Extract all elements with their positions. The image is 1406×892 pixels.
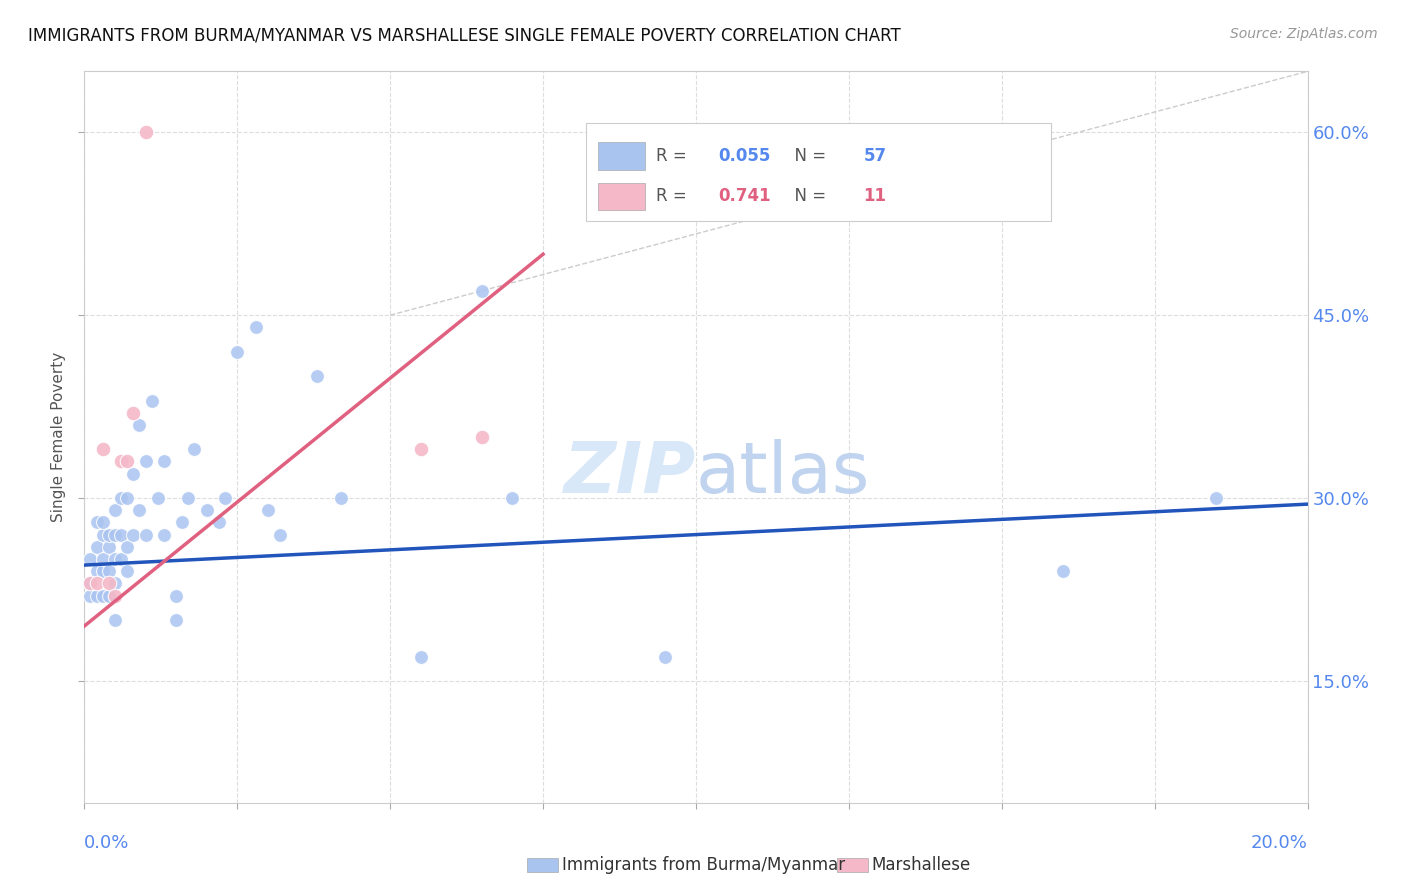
Point: [91, 442, 114, 457]
Point: [86, 516, 108, 530]
Point: [183, 442, 205, 457]
Point: [654, 649, 676, 664]
Point: [165, 589, 187, 603]
Text: 0.741: 0.741: [718, 187, 770, 205]
Point: [128, 417, 150, 432]
Point: [115, 564, 138, 578]
Bar: [598, 183, 644, 211]
Text: IMMIGRANTS FROM BURMA/MYANMAR VS MARSHALLESE SINGLE FEMALE POVERTY CORRELATION C: IMMIGRANTS FROM BURMA/MYANMAR VS MARSHAL…: [28, 27, 901, 45]
Point: [86, 564, 108, 578]
Point: [104, 503, 127, 517]
Point: [1205, 491, 1227, 505]
Bar: [598, 143, 644, 170]
Point: [245, 320, 267, 334]
Point: [153, 527, 176, 541]
Point: [208, 516, 231, 530]
Point: [97, 527, 120, 541]
Point: [91, 589, 114, 603]
Text: atlas: atlas: [696, 439, 870, 508]
Point: [86, 540, 108, 554]
Point: [471, 430, 494, 444]
Point: [110, 527, 132, 541]
Point: [91, 527, 114, 541]
Text: N =: N =: [785, 187, 831, 205]
Point: [195, 503, 218, 517]
Point: [91, 564, 114, 578]
Point: [104, 576, 127, 591]
Point: [79, 576, 101, 591]
Point: [86, 589, 108, 603]
Text: ZIP: ZIP: [564, 439, 696, 508]
Point: [104, 527, 127, 541]
Point: [79, 576, 101, 591]
Point: [1052, 564, 1074, 578]
Point: [177, 491, 200, 505]
Point: [110, 454, 132, 468]
Point: [97, 589, 120, 603]
Point: [172, 516, 194, 530]
Point: [305, 369, 328, 384]
Point: [91, 516, 114, 530]
Point: [269, 527, 291, 541]
Text: 57: 57: [863, 147, 887, 165]
Text: 0.0%: 0.0%: [84, 834, 129, 852]
Point: [110, 491, 132, 505]
Point: [115, 540, 138, 554]
Point: [104, 552, 127, 566]
Point: [226, 344, 249, 359]
Point: [135, 454, 157, 468]
Point: [79, 552, 101, 566]
FancyBboxPatch shape: [586, 122, 1050, 221]
Point: [86, 576, 108, 591]
Point: [146, 491, 169, 505]
Point: [409, 649, 432, 664]
Point: [79, 589, 101, 603]
Point: [97, 540, 120, 554]
Point: [135, 125, 157, 139]
Point: [104, 613, 127, 627]
Point: [104, 589, 127, 603]
Point: [471, 284, 494, 298]
Point: [91, 552, 114, 566]
Text: 11: 11: [863, 187, 887, 205]
Point: [97, 564, 120, 578]
Point: [135, 527, 157, 541]
Point: [141, 393, 163, 408]
Text: 20.0%: 20.0%: [1251, 834, 1308, 852]
Text: 0.055: 0.055: [718, 147, 770, 165]
Point: [165, 613, 187, 627]
Point: [502, 491, 524, 505]
Text: Immigrants from Burma/Myanmar: Immigrants from Burma/Myanmar: [562, 856, 845, 874]
Point: [128, 503, 150, 517]
Point: [214, 491, 236, 505]
Point: [257, 503, 280, 517]
Text: N =: N =: [785, 147, 831, 165]
Point: [122, 527, 145, 541]
Point: [115, 491, 138, 505]
Point: [330, 491, 353, 505]
Point: [409, 442, 432, 457]
Point: [122, 406, 145, 420]
Point: [110, 552, 132, 566]
Point: [97, 576, 120, 591]
Point: [153, 454, 176, 468]
Y-axis label: Single Female Poverty: Single Female Poverty: [51, 352, 66, 522]
Text: Source: ZipAtlas.com: Source: ZipAtlas.com: [1230, 27, 1378, 41]
Text: Marshallese: Marshallese: [872, 856, 972, 874]
Point: [115, 454, 138, 468]
Point: [122, 467, 145, 481]
Text: R =: R =: [655, 187, 697, 205]
Text: R =: R =: [655, 147, 692, 165]
